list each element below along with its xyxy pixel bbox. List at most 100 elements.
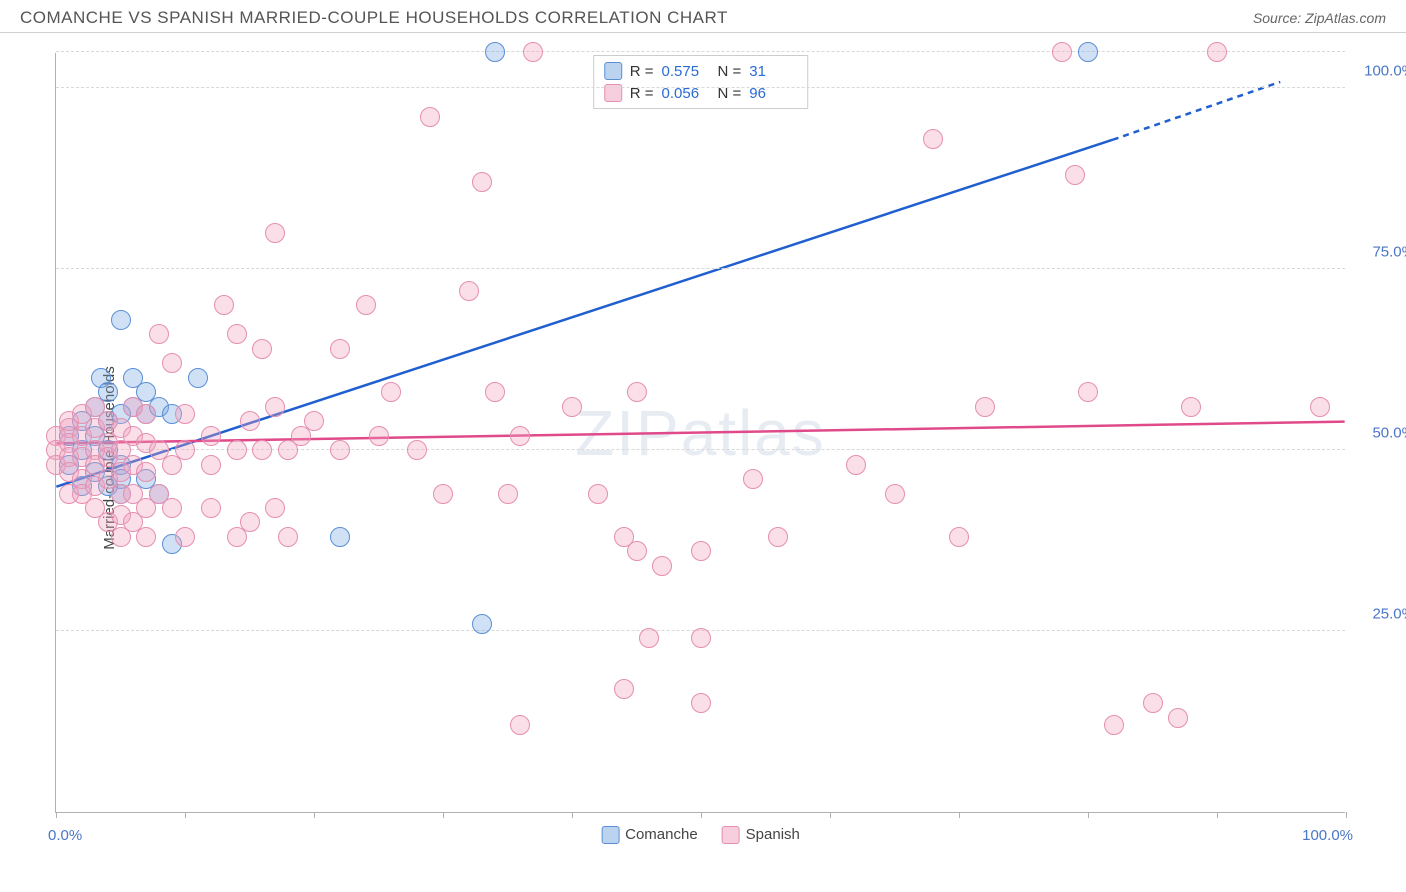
- data-point: [1065, 165, 1085, 185]
- legend-swatch: [722, 826, 740, 844]
- data-point: [1168, 708, 1188, 728]
- data-point: [1078, 42, 1098, 62]
- gridline-h: [56, 268, 1345, 269]
- legend-n-label: N =: [718, 63, 742, 80]
- legend-n-value: 31: [749, 63, 797, 80]
- data-point: [498, 484, 518, 504]
- legend-row: R =0.056N =96: [604, 82, 798, 104]
- data-point: [627, 382, 647, 402]
- watermark: ZIPatlas: [575, 396, 826, 470]
- legend-item: Comanche: [601, 826, 698, 844]
- data-point: [201, 426, 221, 446]
- data-point: [175, 404, 195, 424]
- data-point: [252, 339, 272, 359]
- data-point: [523, 42, 543, 62]
- source-prefix: Source:: [1253, 10, 1305, 26]
- x-tick: [56, 812, 57, 818]
- data-point: [472, 172, 492, 192]
- data-point: [265, 397, 285, 417]
- data-point: [188, 368, 208, 388]
- x-tick: [185, 812, 186, 818]
- data-point: [510, 426, 530, 446]
- data-point: [240, 411, 260, 431]
- x-tick: [830, 812, 831, 818]
- data-point: [949, 527, 969, 547]
- legend-series-label: Spanish: [746, 826, 800, 843]
- data-point: [472, 614, 492, 634]
- data-point: [768, 527, 788, 547]
- data-point: [459, 281, 479, 301]
- data-point: [433, 484, 453, 504]
- data-point: [304, 411, 324, 431]
- data-point: [885, 484, 905, 504]
- data-point: [227, 324, 247, 344]
- chart-title: COMANCHE VS SPANISH MARRIED-COUPLE HOUSE…: [20, 8, 728, 28]
- data-point: [485, 382, 505, 402]
- legend-item: Spanish: [722, 826, 800, 844]
- data-point: [1310, 397, 1330, 417]
- gridline-h: [56, 449, 1345, 450]
- gridline-h: [56, 51, 1345, 52]
- data-point: [136, 462, 156, 482]
- data-point: [1181, 397, 1201, 417]
- y-tick-label: 25.0%: [1372, 606, 1406, 623]
- chart-header: COMANCHE VS SPANISH MARRIED-COUPLE HOUSE…: [0, 0, 1406, 33]
- gridline-h: [56, 87, 1345, 88]
- data-point: [420, 107, 440, 127]
- data-point: [162, 353, 182, 373]
- data-point: [1078, 382, 1098, 402]
- data-point: [846, 455, 866, 475]
- data-point: [252, 440, 272, 460]
- data-point: [265, 498, 285, 518]
- data-point: [136, 404, 156, 424]
- data-point: [369, 426, 389, 446]
- data-point: [330, 339, 350, 359]
- data-point: [240, 512, 260, 532]
- x-max-label: 100.0%: [1302, 827, 1353, 844]
- data-point: [175, 527, 195, 547]
- data-point: [381, 382, 401, 402]
- correlation-legend: R =0.575N =31R =0.056N =96: [593, 55, 809, 109]
- data-point: [201, 455, 221, 475]
- data-point: [975, 397, 995, 417]
- plot-region: ZIPatlas R =0.575N =31R =0.056N =96 Coma…: [55, 53, 1345, 813]
- legend-row: R =0.575N =31: [604, 60, 798, 82]
- x-tick: [1088, 812, 1089, 818]
- x-tick: [443, 812, 444, 818]
- data-point: [923, 129, 943, 149]
- trend-line-extrapolated: [1113, 82, 1280, 140]
- data-point: [743, 469, 763, 489]
- legend-r-label: R =: [630, 63, 654, 80]
- data-point: [265, 223, 285, 243]
- data-point: [1104, 715, 1124, 735]
- x-tick: [701, 812, 702, 818]
- data-point: [691, 628, 711, 648]
- y-tick-label: 75.0%: [1372, 244, 1406, 261]
- data-point: [111, 310, 131, 330]
- data-point: [510, 715, 530, 735]
- x-tick: [314, 812, 315, 818]
- legend-swatch: [604, 62, 622, 80]
- data-point: [485, 42, 505, 62]
- y-tick-label: 100.0%: [1364, 63, 1406, 80]
- chart-area: Married-couple Households ZIPatlas R =0.…: [0, 33, 1406, 883]
- data-point: [614, 679, 634, 699]
- data-point: [691, 541, 711, 561]
- data-point: [639, 628, 659, 648]
- source-name: ZipAtlas.com: [1305, 10, 1386, 26]
- series-legend: Comanche Spanish: [601, 826, 800, 844]
- data-point: [562, 397, 582, 417]
- y-tick-label: 50.0%: [1372, 425, 1406, 442]
- legend-series-label: Comanche: [625, 826, 698, 843]
- data-point: [330, 527, 350, 547]
- data-point: [1052, 42, 1072, 62]
- data-point: [407, 440, 427, 460]
- x-tick: [1217, 812, 1218, 818]
- x-tick: [1346, 812, 1347, 818]
- x-tick: [959, 812, 960, 818]
- data-point: [227, 440, 247, 460]
- data-point: [214, 295, 234, 315]
- x-tick: [572, 812, 573, 818]
- data-point: [652, 556, 672, 576]
- x-min-label: 0.0%: [48, 827, 82, 844]
